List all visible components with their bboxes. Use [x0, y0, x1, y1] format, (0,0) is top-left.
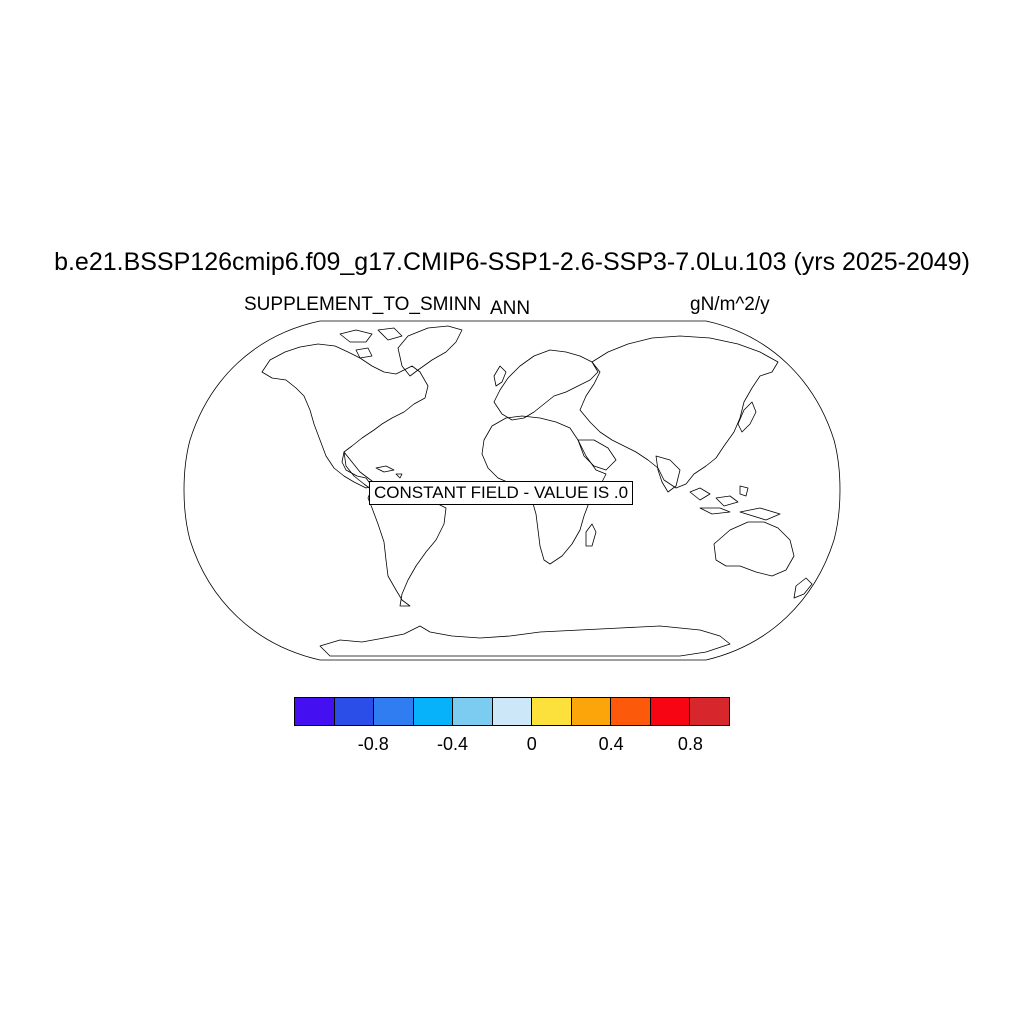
- constant-field-message: CONSTANT FIELD - VALUE IS .0: [369, 481, 634, 505]
- arctic-islands: [339, 327, 403, 359]
- colorbar-tick-label: 0.8: [677, 734, 703, 754]
- colorbar-box: [492, 698, 533, 725]
- arabia-india: [577, 439, 681, 493]
- variable-label: SUPPLEMENT_TO_SMINN: [244, 294, 482, 315]
- colorbar-box: [571, 698, 612, 725]
- colorbar-tick-label: 0.4: [598, 734, 624, 754]
- units-label: gN/m^2/y: [690, 294, 770, 315]
- colorbar-box: [611, 698, 651, 725]
- colorbar-box: [453, 698, 493, 725]
- colorbar-box: [650, 698, 691, 725]
- colorbar-box: [413, 698, 454, 725]
- british-isles: [493, 365, 507, 387]
- season-label: ANN: [490, 298, 531, 319]
- colorbar-box: [334, 698, 375, 725]
- new-zealand: [793, 577, 813, 599]
- australia-coast: [713, 521, 795, 577]
- north-america-coast: [261, 343, 429, 489]
- colorbar: [294, 697, 730, 726]
- colorbar-box: [690, 698, 730, 725]
- japan: [737, 401, 757, 433]
- colorbar-box: [374, 698, 414, 725]
- map-boundary: [183, 320, 841, 661]
- colorbar-box: [532, 698, 572, 725]
- asia-coast: [579, 335, 779, 489]
- colorbar-tick-label: 0: [526, 734, 537, 754]
- southeast-asia-islands: [689, 485, 781, 521]
- colorbar-tick-label: -0.4: [437, 734, 469, 754]
- colorbar-tick-label: -0.8: [357, 734, 389, 754]
- plot-title: b.e21.BSSP126cmip6.f09_g17.CMIP6-SSP1-2.…: [54, 248, 970, 276]
- greenland: [397, 325, 463, 377]
- madagascar: [585, 523, 597, 547]
- caribbean: [375, 465, 403, 479]
- colorbar-box: [295, 698, 335, 725]
- antarctica-coast: [319, 625, 731, 657]
- europe-coast: [493, 349, 599, 421]
